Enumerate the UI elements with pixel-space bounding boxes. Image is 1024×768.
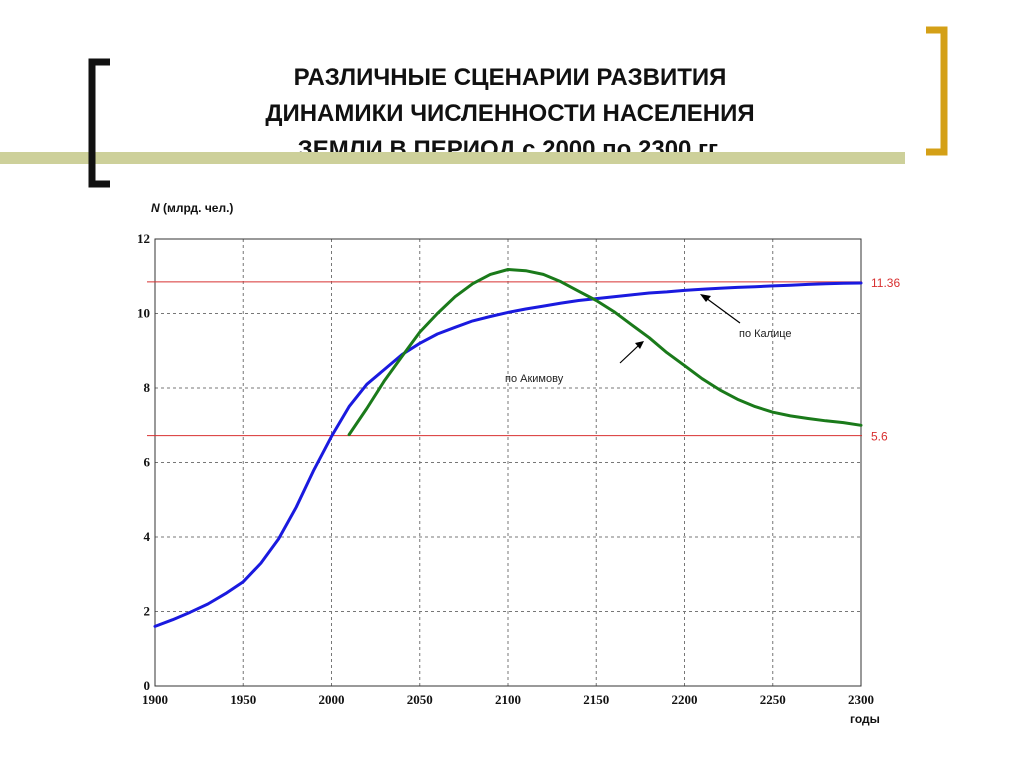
y-tick-label: 4 [144,529,151,544]
series-line [153,281,863,628]
x-tick-label: 1950 [230,692,256,707]
x-tick-label: 2050 [407,692,433,707]
x-tick-label: 2200 [672,692,698,707]
plot-frame [154,238,862,687]
x-tick-label: 1900 [142,692,168,707]
annotation-label: по Калице [739,328,792,340]
annotation-arrowhead-kalitsa [700,294,711,302]
x-tick-label: 2000 [319,692,345,707]
y-axis-label-symbol: N [151,201,160,215]
series-line [347,268,863,437]
x-tick-label: 2100 [495,692,521,707]
left-bracket [88,58,110,188]
title-line-1: РАЗЛИЧНЫЕ СЦЕНАРИИ РАЗВИТИЯ [293,64,727,91]
annotation-label: по Акимову [505,373,564,385]
annotation-arrow-akimov [619,345,639,364]
y-tick-label: 10 [137,306,150,321]
y-axis-label: N (млрд. чел.) [151,201,233,215]
y-tick-label: 2 [144,604,151,619]
slide-title: РАЗЛИЧНЫЕ СЦЕНАРИИ РАЗВИТИЯ ДИНАМИКИ ЧИС… [170,60,850,168]
annotation-arrow-kalitsa [705,297,741,324]
y-tick-label: 12 [137,231,150,246]
annotation-arrowhead-akimov [635,341,644,349]
reference-line-label: 11.36 [871,276,900,290]
y-tick-label: 0 [144,678,151,693]
accent-bar [0,152,905,164]
x-axis-label: годы [850,712,880,726]
x-tick-label: 2300 [848,692,874,707]
right-bracket [926,26,948,156]
y-tick-label: 8 [144,380,151,395]
title-line-2: ДИНАМИКИ ЧИСЛЕННОСТИ НАСЕЛЕНИЯ [265,100,755,127]
reference-line-label: 5.6 [871,430,888,444]
y-axis-label-unit: (млрд. чел.) [160,201,234,215]
x-tick-label: 2250 [760,692,786,707]
x-tick-label: 2150 [583,692,609,707]
y-tick-label: 6 [144,455,151,470]
